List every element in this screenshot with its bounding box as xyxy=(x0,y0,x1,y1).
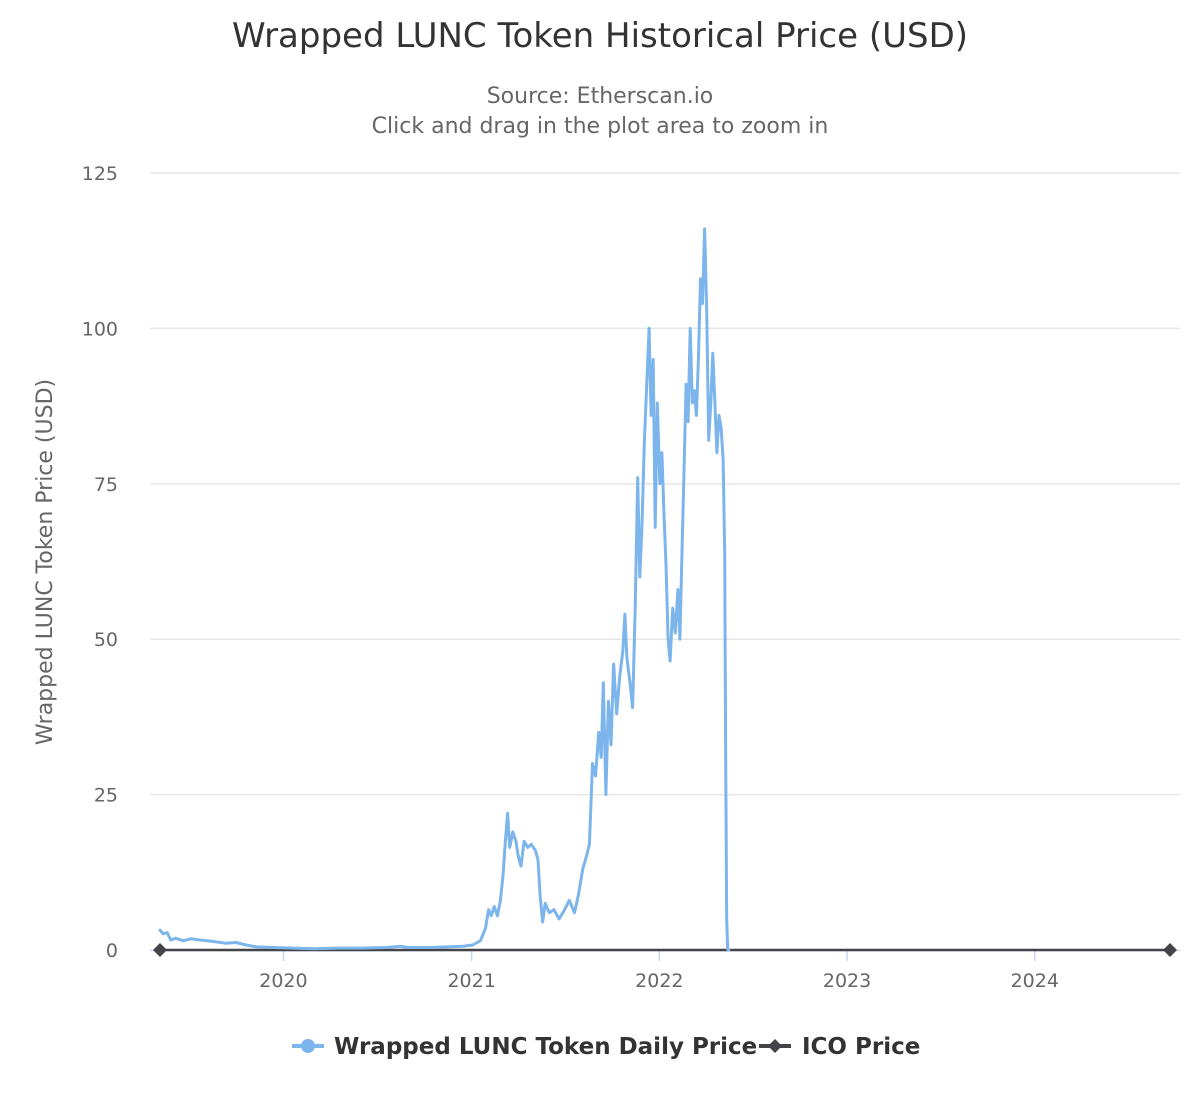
chart-subtitle: Source: Etherscan.io xyxy=(487,84,714,109)
y-tick-label-0: 0 xyxy=(106,940,118,962)
legend-circle-marker-icon xyxy=(301,1039,315,1053)
x-axis-ticks: 2020 2021 2022 2023 2024 xyxy=(150,949,1180,992)
x-tick-label-2023: 2023 xyxy=(823,970,871,992)
y-tick-label-100: 100 xyxy=(82,318,118,340)
y-tick-label-25: 25 xyxy=(94,785,118,807)
legend-label-ico-price: ICO Price xyxy=(802,1034,920,1060)
y-tick-label-75: 75 xyxy=(94,474,118,496)
ico-price-diamond-marker-0[interactable] xyxy=(153,943,167,957)
legend-diamond-marker-icon xyxy=(768,1039,782,1053)
legend-label-daily-price: Wrapped LUNC Token Daily Price xyxy=(334,1034,757,1060)
chart-title: Wrapped LUNC Token Historical Price (USD… xyxy=(232,16,968,56)
legend-item-daily-price[interactable]: Wrapped LUNC Token Daily Price xyxy=(292,1034,757,1060)
x-tick-label-2020: 2020 xyxy=(259,970,307,992)
legend-item-ico-price[interactable]: ICO Price xyxy=(759,1034,920,1060)
chart-subtitle-zoom-hint: Click and drag in the plot area to zoom … xyxy=(372,114,829,139)
x-tick-label-2022: 2022 xyxy=(635,970,683,992)
y-tick-label-125: 125 xyxy=(82,163,118,185)
plot-series[interactable] xyxy=(153,227,1177,957)
x-tick-label-2021: 2021 xyxy=(447,970,495,992)
y-tick-label-50: 50 xyxy=(94,629,118,651)
y-axis-title: Wrapped LUNC Token Price (USD) xyxy=(33,379,58,745)
y-axis-ticks: 0 25 50 75 100 125 xyxy=(82,163,118,962)
series-line-daily-price[interactable] xyxy=(158,227,731,952)
x-tick-label-2024: 2024 xyxy=(1011,970,1059,992)
ico-price-diamond-marker-1[interactable] xyxy=(1163,943,1177,957)
grid-lines xyxy=(150,172,1180,796)
legend[interactable]: Wrapped LUNC Token Daily Price ICO Price xyxy=(292,1034,920,1060)
